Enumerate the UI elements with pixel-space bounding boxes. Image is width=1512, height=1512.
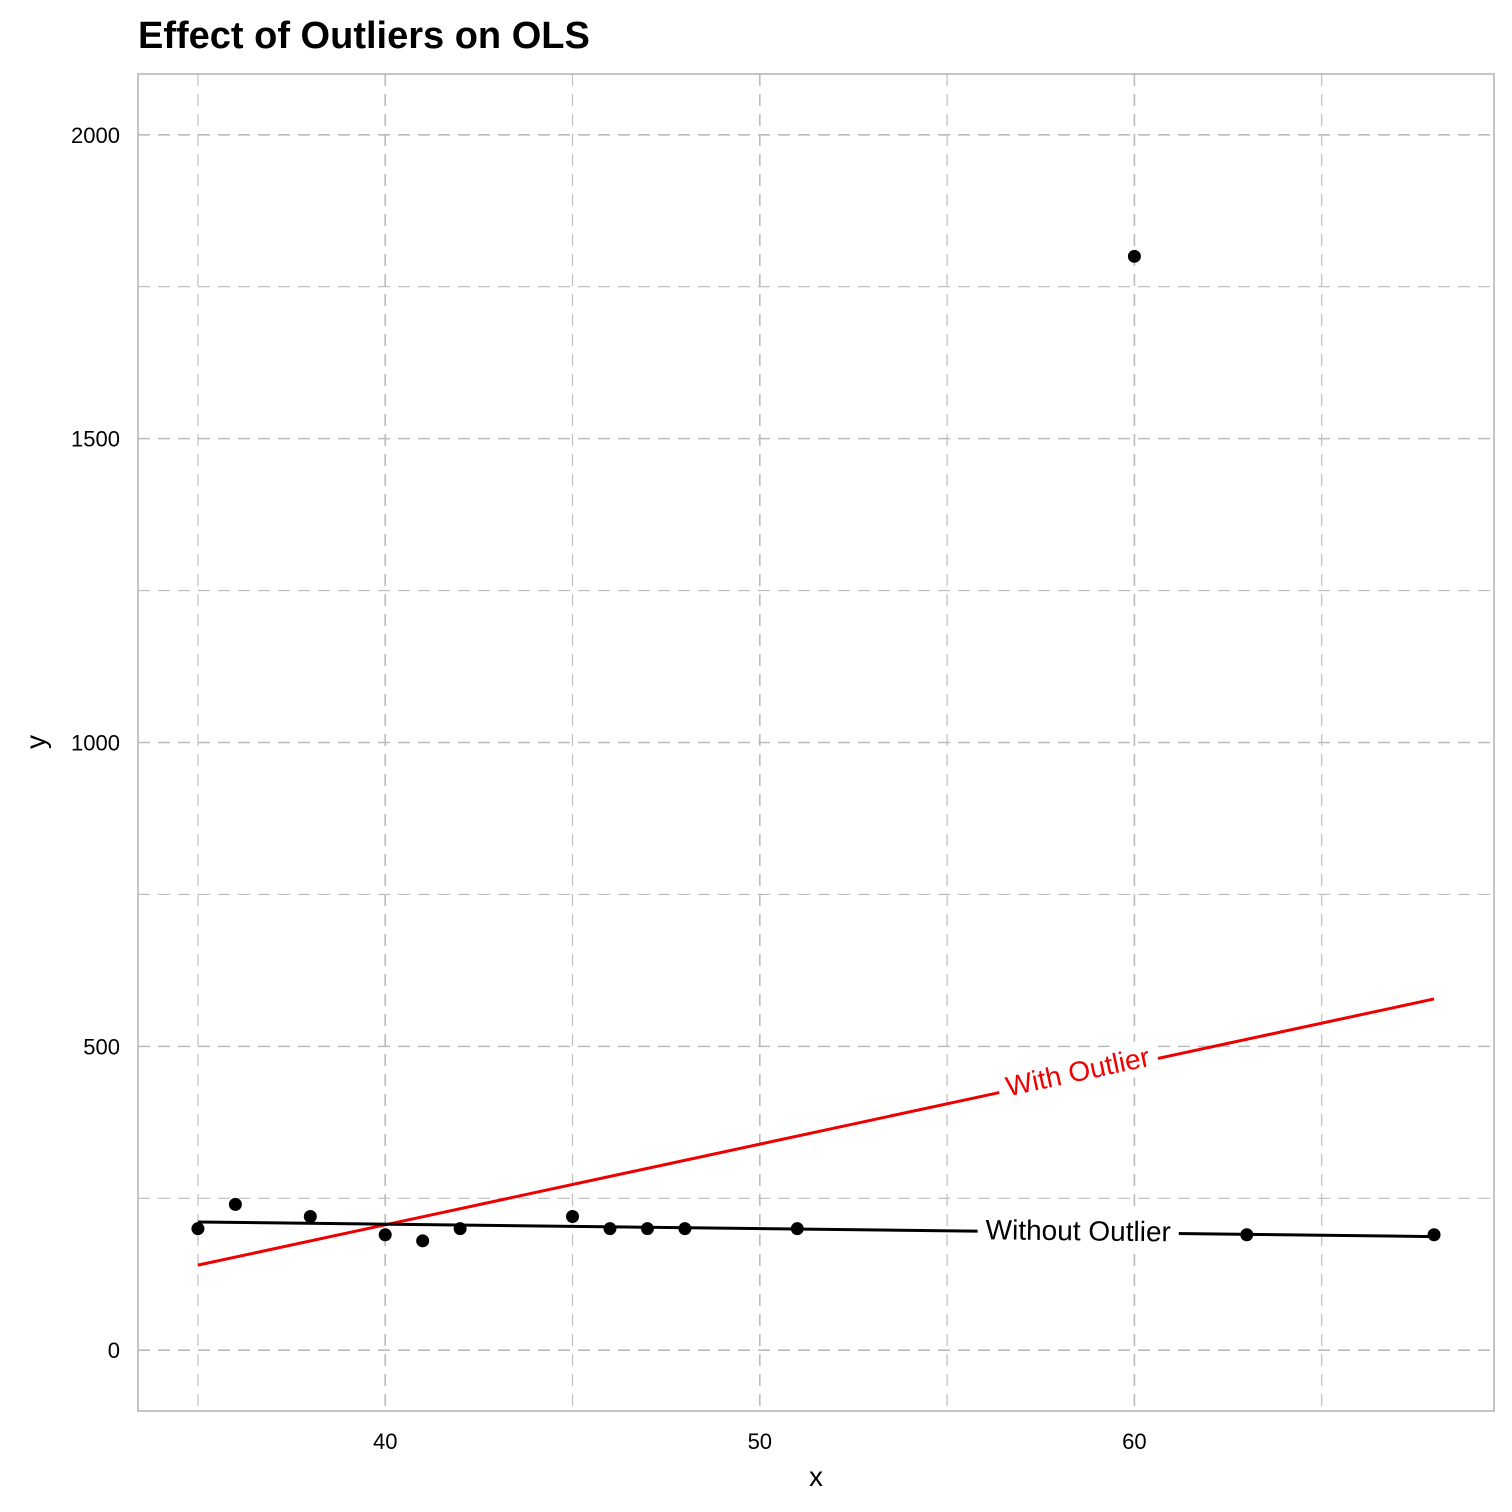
data-point: [416, 1234, 430, 1248]
data-point: [378, 1228, 392, 1242]
x-tick-label: 50: [748, 1429, 772, 1454]
data-point: [603, 1222, 617, 1236]
y-axis-title: y: [20, 735, 51, 749]
data-point: [678, 1222, 692, 1236]
data-point: [303, 1210, 317, 1224]
y-tick-label: 1500: [71, 427, 120, 452]
data-point: [191, 1222, 205, 1236]
data-points: [191, 249, 1441, 1248]
y-tick-label: 500: [83, 1034, 120, 1059]
data-point: [228, 1197, 242, 1211]
y-tick-label: 1000: [71, 731, 120, 756]
line-label: Without Outlier: [985, 1214, 1171, 1247]
data-point: [1127, 249, 1141, 263]
grid: [138, 74, 1494, 1411]
regression-line: [197, 997, 1435, 1267]
line-label-group: With Outlier: [994, 1037, 1161, 1106]
data-point: [453, 1222, 467, 1236]
line-label-group: Without Outlier: [977, 1212, 1180, 1250]
line-labels: With Outlier Without Outlier: [977, 1037, 1180, 1250]
regression-lines: [197, 997, 1435, 1267]
chart-title: Effect of Outliers on OLS: [138, 15, 590, 57]
data-point: [640, 1222, 654, 1236]
regression-line: [197, 1220, 1435, 1239]
line-label: With Outlier: [1003, 1041, 1152, 1102]
data-point: [566, 1210, 580, 1224]
x-tick-labels: 40 50 60: [373, 1429, 1147, 1454]
data-point: [1240, 1228, 1254, 1242]
y-tick-label: 0: [108, 1338, 120, 1363]
data-point: [1427, 1228, 1441, 1242]
x-tick-label: 40: [373, 1429, 397, 1454]
y-tick-label: 2000: [71, 123, 120, 148]
x-tick-label: 60: [1122, 1429, 1146, 1454]
line-label-background: [994, 1037, 1161, 1106]
plot-border: [137, 73, 1495, 1412]
x-axis-title: x: [809, 1461, 823, 1492]
y-tick-labels: 0 500 1000 1500 2000: [71, 123, 120, 1363]
data-point: [790, 1222, 804, 1236]
line-label-background: [977, 1212, 1180, 1250]
